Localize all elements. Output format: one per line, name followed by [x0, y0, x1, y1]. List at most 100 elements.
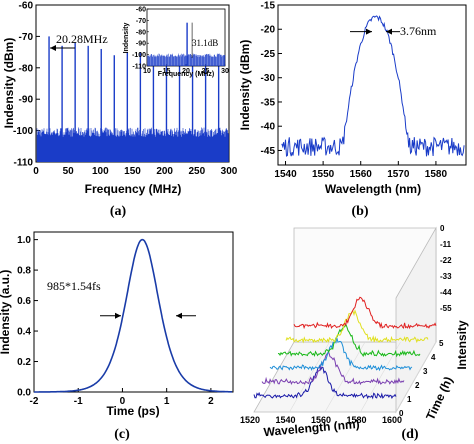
panel-c-xtick-label: -1: [74, 396, 83, 407]
panel-a-inset-ytick-label: -100: [132, 52, 146, 59]
panel-a-inset-ytick-label: -110: [132, 64, 146, 71]
panel-a-inset-noise: [147, 53, 226, 66]
panel-b-spectrum: [281, 15, 465, 157]
panel-b-annotation: 3.76nm: [400, 24, 437, 38]
panel-b-ylabel: Indensity (dBm): [238, 40, 252, 131]
panel-a-xtick-label: 250: [188, 166, 205, 177]
panel-c-ytick-label: 0.8: [17, 266, 31, 277]
panel-b-frame: [277, 4, 467, 166]
panel-a-inset-xtick-label: 10: [143, 68, 151, 75]
panel-d-xtick-label: 1560: [311, 415, 331, 425]
panel-c-ytick-label: 1.0: [17, 235, 31, 246]
panel-a-inset-ytick-label: -90: [136, 41, 146, 48]
panel-a-inset-xlabel: Frequency (MHz): [158, 71, 214, 78]
panel-b-xtick-label: 1540: [274, 169, 297, 180]
panel-c-ylabel: Indensity (a.u.): [0, 270, 12, 355]
panel-d-xtick-label: 1600: [382, 415, 402, 425]
panel-d: 1520 1540 1560 1580 16000123450-11-22-33-44-…: [240, 224, 469, 442]
panel-d-ytick-label: -55: [440, 304, 452, 313]
panel-d-ztick-label: 5: [439, 339, 444, 348]
panel-d-grid: [395, 341, 437, 413]
panel-b-ytick-label: -30: [261, 73, 276, 84]
panel-a-xlabel: Frequency (MHz): [85, 182, 182, 196]
panel-d-ztick-label: 0: [399, 409, 404, 418]
panel-a-xtick-label: 50: [63, 166, 75, 177]
panel-c-arrow-left-head: [115, 312, 121, 319]
panel-c-xtick-label: 2: [208, 396, 214, 407]
panel-d-grid: [324, 341, 366, 413]
panel-d-ylabel: Intensity: [455, 320, 469, 370]
panel-b-arrow-right-head: [386, 28, 392, 35]
panel-a-ytick-label: -60: [19, 1, 34, 12]
panel-d-ytick-label: -33: [440, 272, 452, 281]
panel-d-trace: [261, 352, 405, 386]
panel-b-arrow-left-head: [366, 28, 372, 35]
panel-a-inset-ylabel: Indensity: [123, 23, 130, 54]
panel-d-ztick-label: 4: [431, 353, 436, 362]
panel-d-grid: [289, 341, 330, 413]
panel-a-xtick-label: 0: [33, 166, 39, 177]
panel-a-xtick-label: 200: [156, 166, 173, 177]
panel-b-ytick-label: -25: [261, 49, 276, 60]
panel-a-annotation: 20.28MHz: [56, 32, 108, 46]
panel-d-ztick-label: 1: [407, 395, 412, 404]
panel-c-ytick-label: 0.6: [17, 296, 31, 307]
panel-d-trace: [277, 323, 421, 358]
panel-d-zlabel: Time (h): [423, 374, 455, 422]
panel-d-ztick-label: 3: [423, 367, 428, 376]
panel-a-ytick-label: -70: [19, 32, 34, 43]
panel-b-xtick-label: 1560: [350, 169, 373, 180]
panel-a-noise-floor: [36, 127, 229, 162]
panel-d-trace: [293, 296, 437, 330]
panel-b-ytick-label: -40: [261, 122, 276, 133]
panel-b-ytick-label: -15: [261, 1, 276, 12]
panel-d-trace: [269, 337, 413, 372]
panel-d-xtick-label: 1540: [275, 415, 295, 425]
panel-a-ytick-label: -110: [14, 158, 34, 169]
panel-a-inset-xtick-label: 15: [163, 68, 171, 75]
panel-a-xtick-label: 150: [124, 166, 141, 177]
panel-a-inset-annotation: 31.1dB: [192, 38, 218, 48]
panel-c-ytick-label: 0.2: [17, 357, 31, 368]
panel-a-ylabel: Indensity (dBm): [2, 38, 16, 129]
panel-a-label: (a): [110, 204, 127, 219]
panel-b-xtick-label: 1570: [387, 169, 410, 180]
panel-b-xtick-label: 1550: [312, 169, 335, 180]
panel-b: 1540 1550 1560 1570 1580 -45 -40 -35 -30 -25 -20 -1…: [238, 1, 467, 219]
panel-a-ytick-label: -80: [19, 63, 34, 74]
panel-c-annotation: 985*1.54fs: [47, 279, 101, 293]
panel-c-arrow-right-head: [176, 312, 182, 319]
panel-d-xtick-label: 1580: [346, 415, 366, 425]
panel-d-ztick-label: 2: [415, 381, 420, 390]
panel-a-ytick-label: -90: [19, 95, 34, 106]
panel-b-label: (b): [351, 204, 368, 219]
panel-a-xtick-label: 300: [221, 166, 238, 177]
panel-c-ytick-label: 0.0: [17, 388, 31, 399]
panel-c-xtick-label: 0: [120, 396, 126, 407]
panel-d-grid: [360, 341, 401, 413]
panel-c-ytick-label: 0.4: [17, 327, 31, 338]
panel-a-inset-ytick-label: -80: [136, 29, 146, 36]
panel-b-xlabel: Wavelength (nm): [325, 182, 421, 196]
panel-c-label: (c): [114, 427, 130, 442]
panel-d-ytick-label: -44: [440, 288, 452, 297]
panel-b-ytick-label: -20: [261, 25, 276, 36]
panel-c-xlabel: Time (ps): [106, 404, 159, 418]
panel-d-trace: [285, 308, 429, 344]
panel-c: -2 -1 0 1 2 0.0 0.2 0.4 0.6 0.8 1.0 Time (ps) Inde…: [0, 231, 234, 442]
panel-d-ytick-label: -22: [440, 256, 452, 265]
panel-c-xtick-label: -2: [30, 396, 39, 407]
panel-d-label: (d): [401, 427, 418, 442]
panel-d-ytick-label: -11: [440, 240, 452, 249]
panel-d-trace: [253, 364, 397, 400]
panel-a-ytick-label: -100: [13, 126, 33, 137]
panel-a-xtick-label: 100: [92, 166, 109, 177]
panel-a: 0 50 100 150 200 250 300 -110 -100 -90 -80 -70 -60 F…: [2, 1, 238, 220]
panel-a-inset-xtick-label: 25: [202, 68, 210, 75]
panel-c-pulse: [34, 238, 233, 393]
panel-d-ytick-label: 0: [440, 224, 445, 233]
panel-c-xtick-label: 1: [164, 396, 170, 407]
panel-b-xtick-label: 1580: [425, 169, 448, 180]
panel-d-xtick-label: 1520: [240, 415, 260, 425]
